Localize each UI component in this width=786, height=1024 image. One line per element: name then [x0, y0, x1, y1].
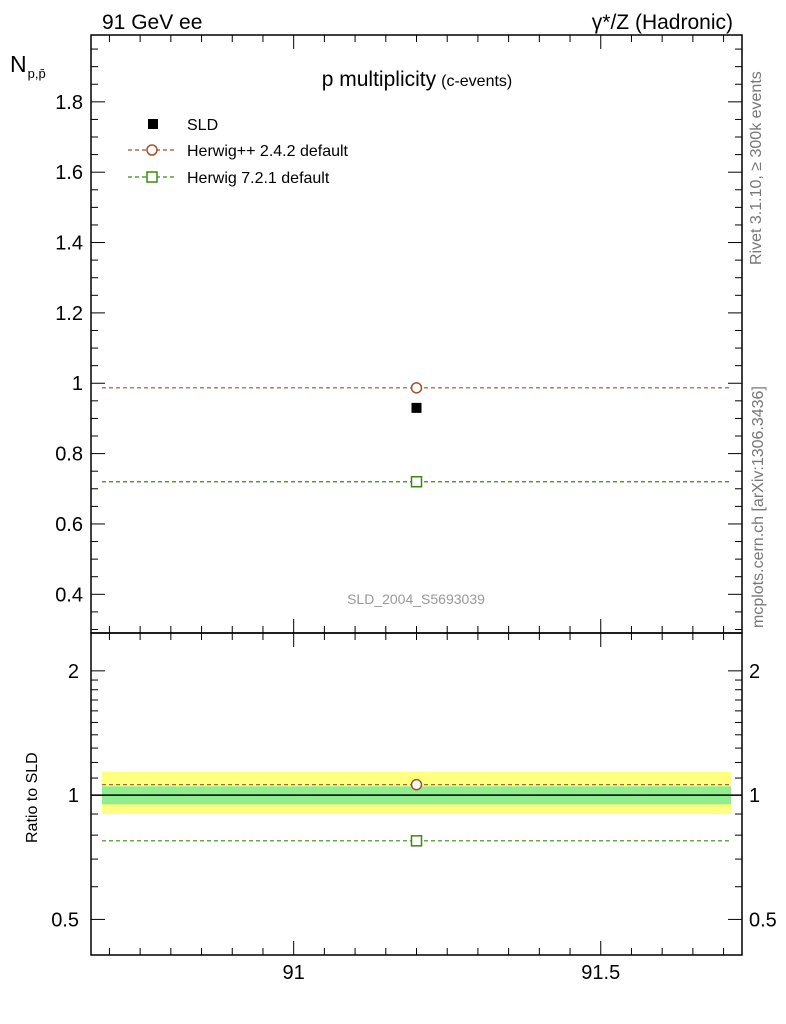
main-ytick-label: 1.2: [55, 303, 83, 325]
legend: SLD Herwig++ 2.4.2 default Herwig 7.2.1 …: [128, 117, 349, 187]
ratio-frame: [90, 632, 743, 956]
mcplots-label: mcplots.cern.ch [arXiv:1306.3436]: [750, 386, 767, 628]
ratio-ytick-label-right: 2: [749, 661, 760, 683]
main-ylabel: Np,p̄: [10, 51, 46, 81]
ratio-ytick-label-right: 0.5: [749, 909, 777, 931]
legend-herwigpp-marker: [146, 144, 158, 156]
ratio-ytick-label-left: 1: [68, 785, 79, 807]
main-ytick-label: 1.6: [55, 162, 83, 184]
watermark: SLD_2004_S5693039: [347, 591, 485, 607]
ratio-ylabel: Ratio to SLD: [24, 752, 41, 843]
main-ytick-label: 0.4: [55, 584, 83, 606]
legend-herwig7-label: Herwig 7.2.1 default: [187, 170, 330, 187]
chart-title: p multiplicity (c-events): [322, 68, 513, 91]
ratio-xtick-label: 91: [283, 962, 305, 984]
main-ytick-label: 1.8: [55, 92, 83, 114]
ratio-panel: Ratio to SLD 91 91.5 0.5 0.5 1 1 2 2: [24, 633, 777, 984]
ratio-point: [410, 778, 423, 791]
main-panel: p multiplicity (c-events) SLD_2004_S56930…: [55, 35, 742, 633]
main-data-point: [411, 402, 422, 413]
ratio-xtick-label: 91.5: [581, 962, 620, 984]
rivet-label: Rivet 3.1.10, ≥ 300k events: [748, 71, 765, 265]
header-right: γ*/Z (Hadronic): [592, 11, 733, 34]
main-ytick-label: 1: [72, 373, 83, 395]
ratio-point: [410, 835, 423, 847]
ratio-ytick-label-left: 0.5: [51, 909, 79, 931]
legend-sld-label: SLD: [187, 117, 218, 134]
legend-sld-marker: [148, 119, 158, 129]
chart-title-sub: (c-events): [441, 73, 512, 90]
main-mc-point: [410, 475, 423, 488]
legend-herwig7-marker: [146, 171, 158, 183]
ratio-ytick-label-right: 1: [749, 785, 760, 807]
legend-herwigpp-label: Herwig++ 2.4.2 default: [187, 143, 349, 160]
main-ytick-label: 0.8: [55, 444, 83, 466]
main-ylabel-sub: p,p̄: [28, 66, 46, 81]
chart-title-main: p multiplicity: [322, 68, 437, 91]
main-ytick-label: 1.4: [55, 233, 83, 255]
header-left: 91 GeV ee: [102, 11, 202, 34]
main-mc-point: [410, 382, 423, 394]
main-ylabel-main: N: [10, 51, 27, 77]
main-ytick-label: 0.6: [55, 514, 83, 536]
ratio-ytick-label-left: 2: [68, 661, 79, 683]
